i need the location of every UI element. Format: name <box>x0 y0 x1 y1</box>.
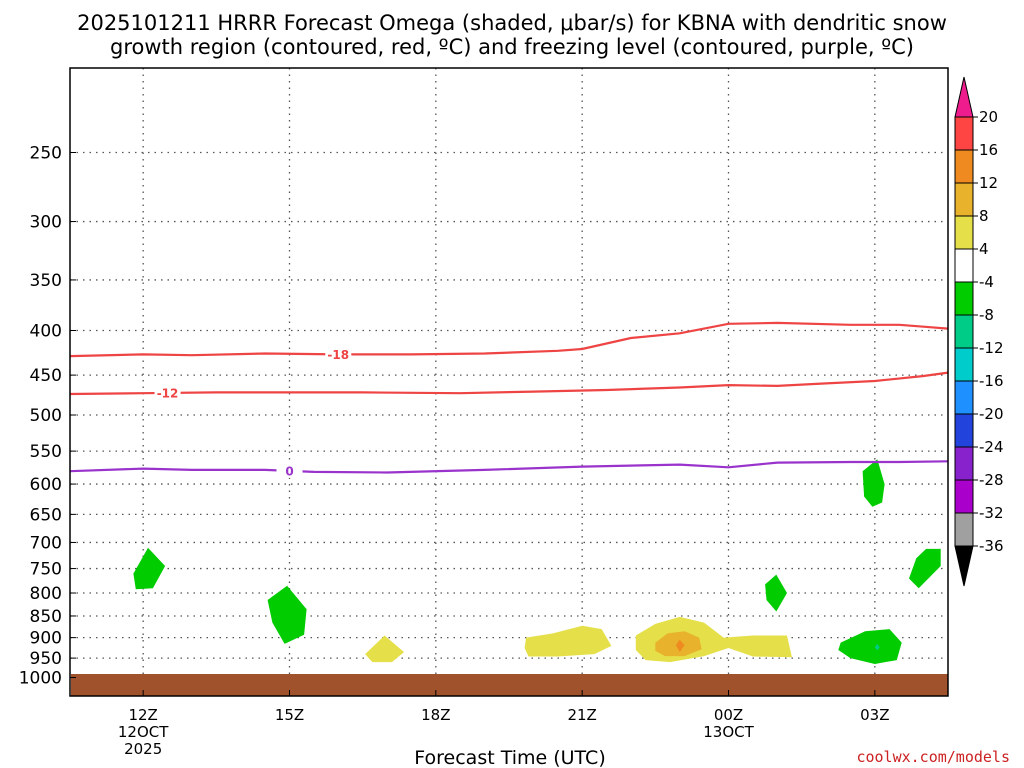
y-tick-label: 550 <box>30 442 62 462</box>
x-tick-label: 18Z <box>421 706 450 724</box>
omega-region <box>675 639 685 653</box>
y-tick-label: 900 <box>30 629 62 649</box>
contour-label-bg <box>276 463 303 478</box>
surface-terrain <box>71 674 948 696</box>
omega-region <box>765 574 787 612</box>
y-axis-ticks: 2503003504004505005506006507007508008509… <box>19 144 76 689</box>
colorbar-label: -32 <box>979 504 1004 522</box>
y-tick-label: 800 <box>30 584 62 604</box>
contour-line <box>69 321 949 358</box>
omega-region <box>862 459 885 507</box>
colorbar-label: -28 <box>979 471 1004 489</box>
colorbar-swatch <box>954 446 974 481</box>
contour-label-bg <box>154 385 181 400</box>
x-tick-date: 12OCT <box>118 723 169 741</box>
colorbar-label: -4 <box>979 273 994 291</box>
omega-region <box>838 629 902 664</box>
colorbar-top-arrow <box>954 76 974 118</box>
x-tick-label: 03Z <box>860 706 889 724</box>
y-tick-label: 500 <box>30 406 62 426</box>
y-tick-label: 450 <box>30 366 62 386</box>
x-tick-label: 00Z <box>714 706 743 724</box>
y-tick-label: 400 <box>30 322 62 342</box>
colorbar-swatch <box>954 413 974 448</box>
colorbar-swatch <box>954 281 974 316</box>
colorbar-label: -24 <box>979 438 1004 456</box>
y-tick-label: 850 <box>30 607 62 627</box>
x-axis-label: Forecast Time (UTC) <box>414 747 605 768</box>
colorbar-label: 8 <box>979 207 989 225</box>
colorbar: 20 16 12 8 4 -4 -8 -12 -16 -20 -24 -28 -32 -36 <box>954 76 1004 587</box>
contour-label-bg <box>325 347 352 362</box>
y-tick-label: 250 <box>30 144 62 164</box>
y-tick-label: 1000 <box>19 669 62 689</box>
plot-background <box>70 68 948 696</box>
contour-label: -18 <box>327 348 349 362</box>
contour-line <box>69 460 949 474</box>
omega-region <box>133 547 166 590</box>
chart-title-line-2: growth region (contoured, red, ºC) and f… <box>110 35 914 59</box>
omega-region <box>267 585 307 644</box>
y-tick-label: 950 <box>30 649 62 669</box>
x-tick-label: 15Z <box>275 706 304 724</box>
contour-label: 0 <box>285 464 293 478</box>
colorbar-bottom-arrow <box>954 545 974 587</box>
colorbar-swatch <box>954 248 974 283</box>
colorbar-swatch <box>954 347 974 382</box>
y-tick-label: 350 <box>30 271 62 291</box>
colorbar-swatch <box>954 215 974 250</box>
colorbar-label: 20 <box>979 108 998 126</box>
y-tick-label: 750 <box>30 560 62 580</box>
y-tick-label: 700 <box>30 533 62 553</box>
omega-region <box>874 643 880 651</box>
colorbar-swatch <box>954 116 974 151</box>
colorbar-label: 4 <box>979 240 989 258</box>
colorbar-swatch <box>954 314 974 349</box>
omega-shading <box>133 459 941 664</box>
chart-title-line-1: 2025101211 HRRR Forecast Omega (shaded, … <box>77 11 947 35</box>
x-tick-date: 13OCT <box>703 723 754 741</box>
colorbar-swatch <box>954 380 974 415</box>
colorbar-label: 12 <box>979 174 998 192</box>
x-tick-label: 12Z <box>128 706 157 724</box>
colorbar-label: -20 <box>979 405 1004 423</box>
plot-frame <box>69 67 949 697</box>
y-tick-label: 300 <box>30 213 62 233</box>
temperature-contours: -18 -12 0 <box>69 321 949 478</box>
y-tick-label: 600 <box>30 475 62 495</box>
credit-link[interactable]: coolwx.com/models <box>856 748 1010 766</box>
colorbar-label: -16 <box>979 372 1004 390</box>
colorbar-label: -8 <box>979 306 994 324</box>
colorbar-label: -36 <box>979 537 1004 555</box>
y-tick-label: 650 <box>30 505 62 525</box>
colorbar-swatch <box>954 182 974 217</box>
x-tick-year: 2025 <box>124 740 162 758</box>
colorbar-label: -12 <box>979 339 1004 357</box>
colorbar-swatch <box>954 149 974 184</box>
grid <box>70 68 948 696</box>
omega-region <box>909 548 941 589</box>
omega-region <box>524 625 612 657</box>
colorbar-swatch <box>954 479 974 514</box>
contour-label: -12 <box>157 386 179 400</box>
contour-line <box>69 371 949 396</box>
x-tick-label: 21Z <box>567 706 596 724</box>
omega-region <box>365 635 405 663</box>
colorbar-label: 16 <box>979 141 998 159</box>
colorbar-swatch <box>954 512 974 547</box>
